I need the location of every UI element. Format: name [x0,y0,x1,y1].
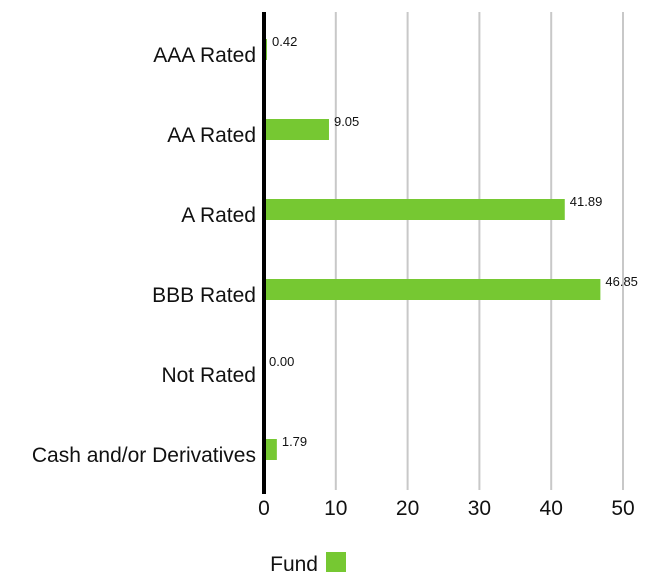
x-tick-label: 10 [324,497,347,520]
category-labels: AAA Rated AA Rated A Rated BBB Rated Not Rat… [32,44,256,467]
bar [264,439,277,460]
category-label: Cash and/or Derivatives [32,444,256,467]
category-label: A Rated [181,204,256,227]
x-tick-label: 50 [611,497,634,520]
value-label: 0.00 [269,354,294,369]
bar [264,199,565,220]
legend: Fund [270,552,346,574]
category-label: Not Rated [161,364,256,387]
category-label: BBB Rated [152,284,256,307]
value-labels: 0.42 9.05 41.89 46.85 0.00 1.79 [269,34,638,449]
bar [264,119,329,140]
x-tick-label: 30 [468,497,491,520]
value-label: 46.85 [605,274,638,289]
value-label: 41.89 [570,194,603,209]
x-tick-label: 0 [258,497,270,520]
value-label: 1.79 [282,434,307,449]
legend-label: Fund [270,553,318,574]
category-label: AA Rated [167,124,256,147]
bars [264,39,601,460]
gridlines [334,12,624,490]
value-label: 0.42 [272,34,297,49]
category-label: AAA Rated [153,44,256,67]
value-label: 9.05 [334,114,359,129]
x-tick-label: 40 [540,497,563,520]
x-axis-ticks: 0 10 20 30 40 50 [258,497,635,520]
legend-swatch [326,552,346,572]
x-tick-label: 20 [396,497,419,520]
bar [264,279,601,300]
